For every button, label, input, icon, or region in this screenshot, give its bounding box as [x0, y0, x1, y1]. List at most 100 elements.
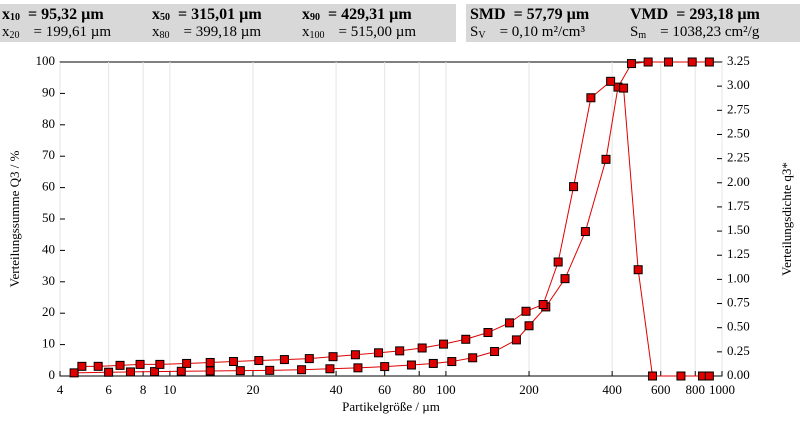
x-tick-label: 80: [413, 382, 426, 397]
y2-tick-label: 2.50: [727, 125, 750, 140]
plot-frame: [59, 61, 723, 377]
y-axis-label: Verteilungssumme Q3 / %: [7, 150, 22, 287]
stat-value: = 1038,23 cm²/g: [660, 24, 760, 40]
x-tick-label: 20: [246, 382, 259, 397]
y2-axis-label: Verteilungsdichte q3*: [779, 162, 794, 276]
stat-value: = 95,32 µm: [28, 6, 104, 23]
marker: [104, 367, 114, 377]
marker: [254, 356, 264, 366]
stat-value: = 199,61 µm: [34, 24, 112, 40]
marker: [297, 365, 307, 375]
stat: x10 = 95,32 µm: [2, 6, 104, 24]
marker: [524, 321, 534, 331]
marker: [704, 57, 714, 67]
stat-subscript: 50: [160, 12, 170, 23]
stat: x90 = 429,31 µm: [302, 6, 412, 24]
marker: [395, 346, 405, 356]
marker: [228, 357, 238, 367]
y-tick-label: 100: [36, 53, 56, 68]
x-tick-label: 400: [602, 382, 622, 397]
stat-symbol: x: [152, 6, 160, 23]
marker: [643, 57, 653, 67]
stat-value: = 315,01 µm: [178, 6, 262, 23]
marker: [687, 57, 697, 67]
stat-symbol: SMD: [470, 6, 506, 23]
stat: x50 = 315,01 µm: [152, 6, 262, 24]
stat-symbol: VMD: [630, 6, 668, 23]
stat-symbol: x: [2, 6, 10, 23]
marker: [205, 357, 215, 367]
y-tick-label: 70: [42, 147, 55, 162]
y2-tick-label: 1.00: [727, 270, 750, 285]
marker: [182, 358, 192, 368]
stat-value: = 515,00 µm: [339, 24, 417, 40]
marker: [538, 300, 548, 310]
marker: [406, 360, 416, 370]
marker: [560, 274, 570, 284]
stats-panel: [0, 4, 456, 42]
marker: [521, 306, 531, 316]
stat-symbol: x: [302, 6, 310, 23]
y-tick-label: 0: [49, 367, 56, 382]
marker: [704, 371, 714, 381]
marker: [135, 359, 145, 369]
y-tick-label: 40: [42, 241, 55, 256]
marker: [447, 357, 457, 367]
stat-subscript: 90: [310, 12, 320, 23]
marker: [155, 359, 165, 369]
marker: [69, 368, 79, 378]
y2-tick-label: 1.75: [727, 198, 750, 213]
marker: [619, 83, 629, 93]
stat-value: = 0,10 m²/cm³: [500, 24, 586, 40]
y-tick-label: 80: [42, 116, 55, 131]
stat: SV = 0,10 m²/cm³: [470, 24, 585, 41]
marker: [176, 366, 186, 376]
marker: [511, 335, 521, 345]
stat-value: = 57,79 µm: [514, 6, 590, 23]
y2-tick-label: 2.75: [727, 101, 750, 116]
marker: [663, 57, 673, 67]
marker: [353, 363, 363, 373]
y2-tick-label: 0.50: [727, 319, 750, 334]
x-tick-label: 4: [57, 382, 64, 397]
marker: [328, 352, 338, 362]
stat: x80 = 399,18 µm: [152, 24, 261, 41]
x-tick-label: 800: [685, 382, 705, 397]
y2-tick-label: 3.25: [727, 53, 750, 68]
stat-symbol: S: [470, 24, 478, 40]
y2-tick-label: 0.00: [727, 367, 750, 382]
x-tick-label: 100: [436, 382, 456, 397]
x-tick-label: 600: [651, 382, 671, 397]
marker: [380, 362, 390, 372]
y2-tick-label: 0.75: [727, 295, 750, 310]
x-tick-label: 8: [140, 382, 147, 397]
marker: [580, 227, 590, 237]
stat: VMD = 293,18 µm: [630, 6, 761, 23]
stat-symbol: x: [2, 24, 10, 40]
y-tick-label: 50: [42, 210, 55, 225]
marker: [125, 367, 135, 377]
y-tick-label: 20: [42, 304, 55, 319]
marker: [428, 358, 438, 368]
y-tick-label: 10: [42, 336, 55, 351]
marker: [553, 257, 563, 267]
marker: [490, 347, 500, 357]
stat-symbol: x: [302, 24, 310, 40]
y2-tick-label: 1.25: [727, 246, 750, 261]
marker: [205, 366, 215, 376]
marker: [235, 366, 245, 376]
y-tick-label: 90: [42, 84, 55, 99]
marker: [115, 360, 125, 370]
marker: [439, 339, 449, 349]
stat-subscript: V: [478, 30, 486, 41]
y2-tick-label: 1.50: [727, 222, 750, 237]
series-line: [81, 80, 710, 377]
marker: [93, 361, 103, 371]
marker: [505, 318, 515, 328]
marker: [586, 93, 596, 103]
marker: [350, 350, 360, 360]
stat-symbol: S: [630, 24, 638, 40]
marker: [468, 353, 478, 363]
marker: [633, 265, 643, 275]
marker: [601, 154, 611, 164]
